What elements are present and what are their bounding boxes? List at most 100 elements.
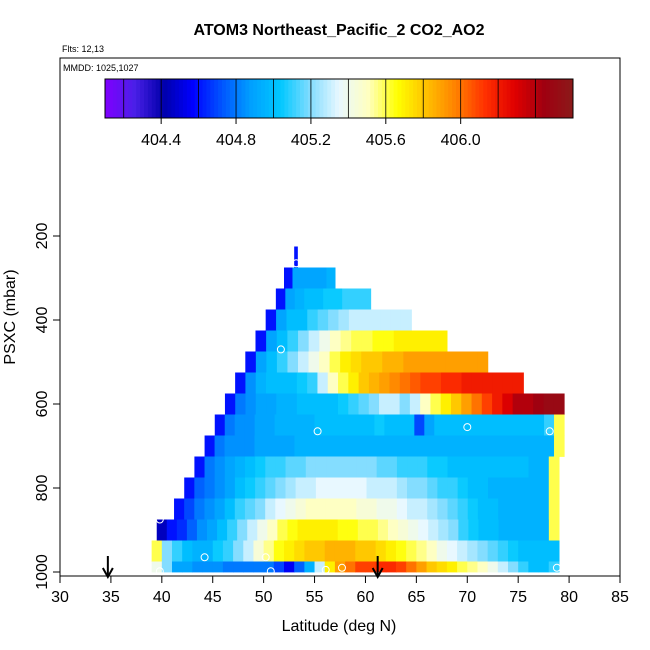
heat-cell (488, 456, 499, 478)
heat-cell (273, 540, 285, 562)
heat-cell (446, 561, 458, 573)
heat-cell (336, 456, 347, 478)
heat-cell (296, 393, 308, 415)
heat-cell (336, 477, 347, 499)
heat-cell (308, 330, 320, 352)
chart-title: ATOM3 Northeast_Pacific_2 CO2_AO2 (193, 22, 484, 39)
heat-cell (304, 435, 315, 457)
heat-cell (297, 519, 309, 541)
colorbar-swatch (315, 79, 320, 118)
heat-cell (425, 330, 437, 352)
heat-cell (367, 519, 379, 541)
heat-cell (488, 477, 499, 499)
heat-cell (554, 414, 565, 436)
heat-cell (533, 393, 545, 415)
colorbar-swatch (491, 79, 496, 118)
heat-cell (365, 540, 377, 562)
heat-cell (359, 309, 371, 331)
heat-cell (528, 498, 540, 520)
heat-cell (518, 498, 530, 520)
colorbar-swatch (518, 79, 523, 118)
colorbar-swatch (432, 79, 437, 118)
colorbar-swatch (171, 79, 176, 118)
heat-cell (196, 519, 208, 541)
heat-cell (368, 393, 380, 415)
colorbar-swatch (534, 79, 539, 118)
heat-cell (319, 330, 331, 352)
colorbar-swatch (510, 79, 515, 118)
heat-cell (394, 435, 405, 457)
heat-cell (392, 351, 404, 373)
heat-cell (263, 540, 275, 562)
heat-cell (351, 288, 362, 310)
heat-cell (361, 351, 373, 373)
colorbar-swatch (140, 79, 145, 118)
heat-cell (375, 540, 387, 562)
heat-cell (294, 540, 305, 562)
y-tick-label: 1000 (34, 554, 51, 590)
colorbar-swatch (214, 79, 219, 118)
colorbar-swatch (553, 79, 558, 118)
heat-cell (368, 372, 380, 394)
heat-cell (294, 561, 305, 573)
heat-cell (273, 561, 285, 573)
heat-cell (304, 288, 315, 310)
heat-cell (255, 393, 267, 415)
heat-cell (300, 267, 311, 289)
heat-cell (447, 456, 459, 478)
heat-cell (265, 309, 277, 331)
heat-cell (346, 477, 357, 499)
colorbar-tick-label: 405.2 (291, 132, 331, 149)
observation-point (321, 565, 330, 574)
heat-cell (374, 435, 385, 457)
heat-cell (344, 435, 355, 457)
heat-cell (338, 309, 350, 331)
colorbar-swatch (358, 79, 363, 118)
heat-cell (502, 372, 514, 394)
heat-cell (224, 498, 236, 520)
heat-cell (286, 393, 298, 415)
heat-cell (296, 309, 308, 331)
heat-cell (314, 435, 325, 457)
heat-cell (416, 540, 428, 562)
heat-cell (342, 288, 353, 310)
heat-cell (214, 435, 226, 457)
heat-cell (376, 456, 388, 478)
colorbar-swatch (428, 79, 434, 118)
heat-cell (471, 393, 483, 415)
heat-cell (345, 561, 356, 573)
colorbar-swatch (530, 79, 535, 118)
heat-cell (224, 477, 236, 499)
heat-cell (477, 351, 489, 373)
plot-border (59, 57, 621, 577)
colorbar-swatch (241, 79, 246, 118)
heat-cell (326, 456, 337, 478)
colorbar-swatch (522, 79, 527, 118)
colorbar-swatch (331, 79, 336, 118)
heat-cell (466, 351, 478, 373)
heat-cell (528, 477, 540, 499)
colorbar-swatch (362, 79, 367, 118)
heat-cell (528, 456, 540, 478)
heatmap-cells (151, 246, 565, 573)
colorbar-swatch (194, 79, 200, 118)
heat-cell (374, 414, 385, 436)
heat-cell (420, 372, 432, 394)
heat-cell (393, 330, 405, 352)
heat-cell (384, 414, 395, 436)
heat-cell (244, 477, 256, 499)
heat-cell (399, 393, 411, 415)
observation-point (155, 567, 164, 576)
heat-cell (481, 393, 493, 415)
heat-cell (410, 372, 421, 394)
heat-cell (467, 540, 479, 562)
heat-cell (375, 561, 387, 573)
colorbar-swatch (393, 79, 398, 118)
colorbar-swatch (526, 79, 531, 118)
heat-cell (244, 414, 256, 436)
heat-cell (151, 540, 163, 562)
heat-cell (396, 477, 408, 499)
colorbar-swatch (112, 79, 118, 118)
heat-cell (457, 456, 469, 478)
heat-cell (445, 351, 457, 373)
